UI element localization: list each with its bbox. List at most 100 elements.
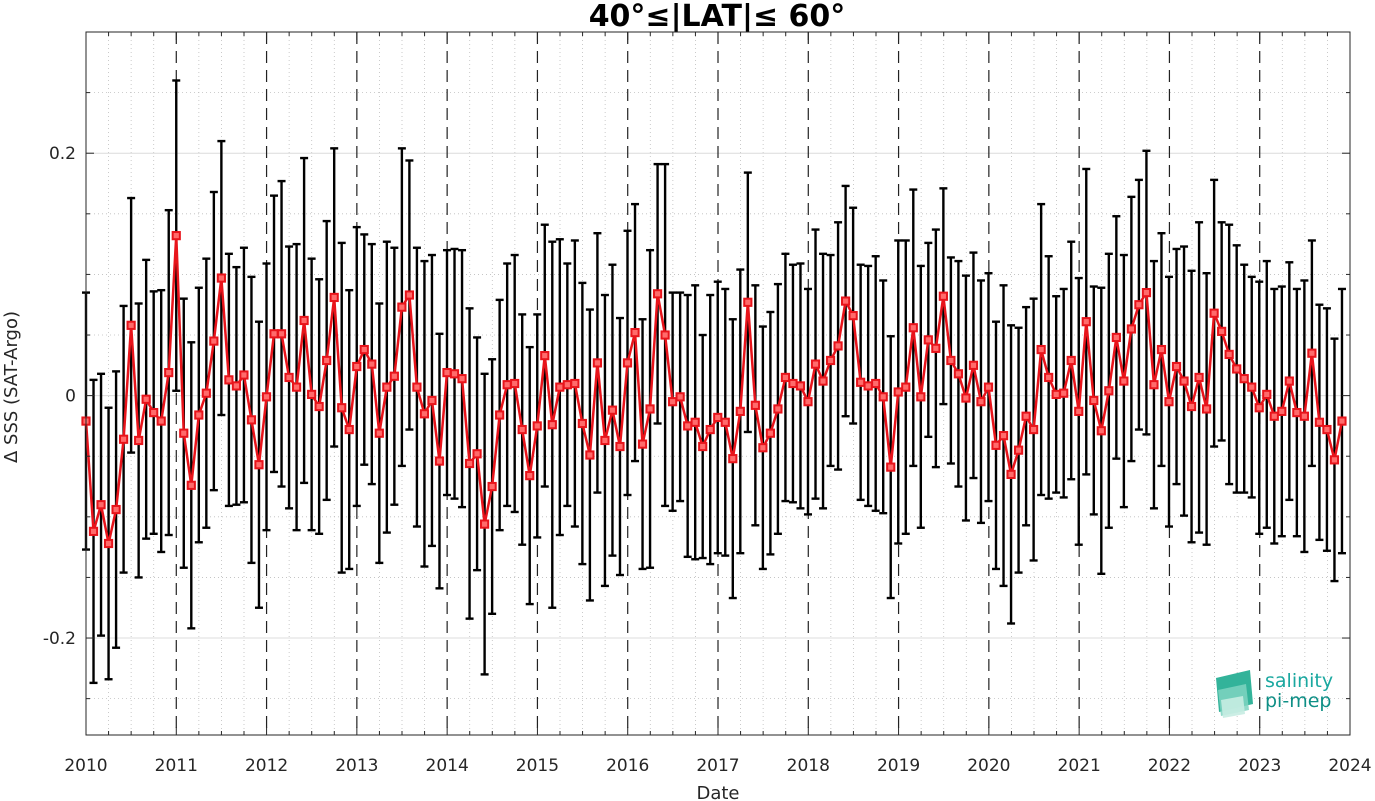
data-point-marker (976, 397, 986, 407)
data-point-marker (878, 392, 888, 402)
data-point-marker (1322, 424, 1332, 435)
data-point-marker (630, 327, 640, 338)
x-tick-label: 2010 (64, 756, 107, 776)
data-point-marker (329, 292, 339, 303)
data-point-marker (164, 367, 174, 378)
data-point-marker (434, 456, 445, 466)
x-tick-label: 2013 (335, 756, 378, 776)
data-point-marker (149, 407, 159, 418)
x-tick-label: 2021 (1058, 756, 1101, 776)
data-point-marker (600, 435, 610, 446)
data-point-marker (1262, 389, 1272, 400)
data-point-marker (998, 431, 1009, 441)
data-point-marker (397, 302, 407, 312)
data-point-marker (404, 290, 414, 300)
data-point-marker (1269, 411, 1279, 421)
data-point-marker (622, 358, 633, 368)
data-point-marker (938, 291, 948, 301)
data-point-marker (224, 375, 234, 385)
data-point-marker (457, 374, 467, 384)
data-point-marker (186, 480, 196, 490)
data-point-marker (254, 460, 264, 470)
data-point-marker (472, 449, 482, 459)
data-point-marker (141, 394, 151, 404)
data-point-marker (367, 359, 377, 369)
data-point-marker (547, 420, 557, 430)
data-point-marker (668, 397, 678, 407)
data-point-marker (103, 538, 114, 549)
data-point-marker (690, 417, 700, 427)
data-point-marker (1194, 372, 1204, 383)
data-point-marker (1164, 397, 1174, 407)
data-point-marker (901, 382, 911, 392)
data-point-marker (968, 360, 979, 370)
data-point-marker (931, 343, 941, 353)
data-point-marker (1029, 424, 1039, 435)
y-tick-label: -0.2 (43, 629, 76, 649)
data-point-marker (156, 416, 166, 426)
x-tick-label: 2018 (787, 756, 830, 776)
data-point-marker (683, 421, 693, 431)
data-point-marker (871, 378, 881, 389)
data-point-marker (833, 341, 843, 351)
data-point-marker (382, 382, 392, 392)
data-point-marker (284, 372, 294, 383)
data-point-marker (201, 388, 211, 398)
data-point-marker (705, 424, 715, 435)
data-point-marker (480, 519, 490, 529)
data-point-marker (555, 382, 565, 392)
data-point-marker (171, 231, 181, 241)
data-point-marker (412, 382, 422, 392)
data-point-marker (307, 389, 317, 400)
data-point-marker (1224, 349, 1234, 360)
x-tick-label: 2012 (245, 756, 288, 776)
data-point-marker (119, 434, 129, 444)
data-point-marker (464, 458, 475, 469)
data-point-marker (510, 378, 520, 389)
data-point-marker (1186, 401, 1197, 412)
chart-title: 40°≤|LAT|≤ 60° (589, 0, 846, 34)
data-point-marker (495, 410, 505, 420)
data-point-marker (886, 462, 896, 472)
data-point-marker (720, 417, 730, 427)
data-point-marker (660, 330, 670, 340)
data-point-marker (1254, 403, 1264, 413)
data-point-marker (427, 395, 437, 406)
data-point-marker (1209, 308, 1219, 318)
data-point-marker (1104, 386, 1114, 396)
data-point-marker (758, 443, 768, 453)
data-point-marker (314, 401, 324, 412)
data-point-marker (352, 361, 362, 372)
data-point-marker (795, 381, 806, 391)
data-point-marker (577, 418, 587, 429)
data-point-marker (1081, 317, 1091, 327)
data-point-marker (1217, 326, 1227, 336)
data-point-marker (239, 370, 249, 380)
data-point-marker (540, 351, 550, 361)
data-point-marker (1232, 364, 1242, 374)
data-point-marker (765, 428, 775, 438)
data-point-marker (299, 315, 309, 326)
data-point-marker (735, 406, 745, 416)
data-point-marker (750, 400, 760, 410)
data-point-marker (825, 355, 836, 366)
data-point-marker (856, 377, 866, 387)
data-point-marker (953, 369, 964, 379)
data-point-marker (1013, 445, 1024, 455)
data-point-marker (276, 329, 287, 339)
data-point-marker (487, 481, 497, 492)
data-point-marker (570, 378, 580, 389)
data-point-marker (946, 355, 956, 366)
logo-mark-icon (1216, 670, 1253, 718)
data-point-marker (908, 323, 918, 333)
data-point-marker (322, 355, 332, 366)
data-point-marker (442, 367, 452, 378)
data-point-marker (517, 424, 527, 435)
data-point-marker (645, 404, 655, 414)
data-point-marker (961, 393, 971, 403)
data-point-marker (246, 415, 257, 425)
data-point-marker (1111, 332, 1121, 343)
data-point-marker (1314, 417, 1325, 427)
data-point-marker (111, 504, 121, 515)
